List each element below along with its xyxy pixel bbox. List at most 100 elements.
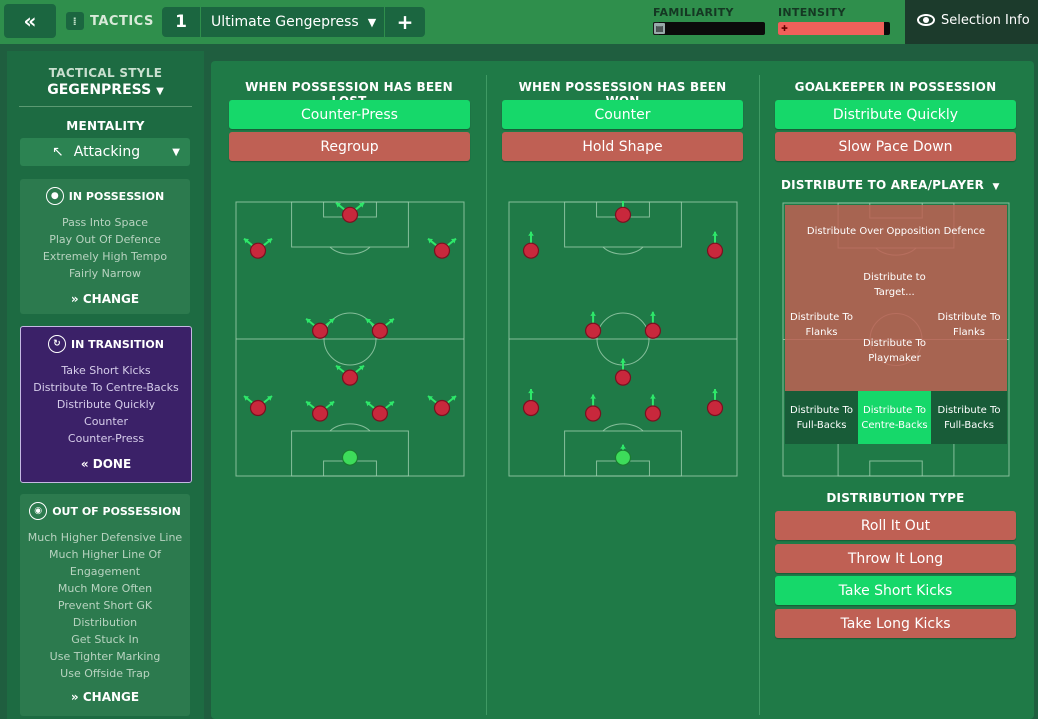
arc-top <box>329 246 371 255</box>
tactic-number[interactable]: 1 <box>162 7 201 37</box>
instruction-item: Get Stuck In <box>71 633 139 646</box>
instruction-item: Use Offside Trap <box>60 667 150 680</box>
possession-won-pitch <box>508 201 738 477</box>
zone-over-opposition-defence[interactable]: Distribute Over Opposition Defence <box>785 205 1007 258</box>
zone-full-backs-right[interactable]: Distribute To Full-Backs <box>931 391 1007 444</box>
centre-circle <box>323 312 377 366</box>
player-marker <box>341 369 359 386</box>
player-marker <box>522 242 540 259</box>
distribute-title: DISTRIBUTE TO AREA/PLAYER <box>781 178 985 192</box>
tactical-style-label: TACTICAL STYLE <box>48 66 163 80</box>
slow-pace-down-option[interactable]: Slow Pace Down <box>775 132 1016 161</box>
instruction-item: Counter-Press <box>67 432 145 445</box>
intensity-label: INTENSITY <box>778 6 846 19</box>
arrow-head <box>451 238 456 244</box>
possession-lost-pitch <box>235 201 465 477</box>
tactics-board-icon: ⁞ <box>66 12 84 30</box>
tactical-style-dropdown[interactable]: GEGENPRESS ▼ <box>19 82 192 98</box>
tactic-name-dropdown[interactable]: Ultimate Gengepress <box>211 14 359 30</box>
instruction-item: Much Higher Defensive Line <box>27 531 183 544</box>
zone-playmaker[interactable]: Distribute To Playmaker <box>858 311 931 391</box>
in-possession-list: Pass Into Space Play Out Of Defence Extrem… <box>20 214 190 282</box>
player-marker <box>614 206 632 223</box>
arrow-head <box>428 396 433 401</box>
distribute-to-area-dropdown[interactable]: DISTRIBUTE TO AREA/PLAYER ▼ <box>781 178 1000 192</box>
back-button[interactable]: « <box>4 4 56 38</box>
mentality-arrow-icon: ↖ <box>52 144 64 160</box>
player-marker <box>522 399 540 417</box>
column-divider <box>486 75 487 715</box>
add-tactic-button[interactable]: + <box>384 7 425 37</box>
eye-icon <box>917 14 935 26</box>
arrow-head <box>329 318 335 324</box>
arrow-head <box>306 318 312 324</box>
arrow-head <box>359 365 364 371</box>
familiarity-icon: ▤ <box>654 23 665 34</box>
arrow-head <box>388 318 394 324</box>
instruction-item: Use Tighter Marking <box>49 650 161 663</box>
instruction-item: Distribute To Centre-Backs <box>33 381 179 394</box>
divider <box>19 106 192 107</box>
goalkeeper-title: GOALKEEPER IN POSSESSION <box>794 80 997 94</box>
arrow-head <box>267 238 272 244</box>
counter-press-option[interactable]: Counter-Press <box>229 100 470 129</box>
instruction-item: Much More Often <box>57 582 153 595</box>
chevron-down-icon[interactable]: ▼ <box>367 15 377 29</box>
distribute-quickly-option[interactable]: Distribute Quickly <box>775 100 1016 129</box>
regroup-option[interactable]: Regroup <box>229 132 470 161</box>
in-transition-done-button[interactable]: « DONE <box>80 457 132 471</box>
counter-option[interactable]: Counter <box>502 100 743 129</box>
arrow-head <box>388 401 394 407</box>
player-marker <box>371 322 388 339</box>
out-of-possession-panel: ◉ OUT OF POSSESSION Much Higher Defensive… <box>20 494 190 716</box>
tactic-selector: 1 Ultimate Gengepress ▼ + <box>162 7 425 37</box>
instruction-item: Distribute Quickly <box>56 398 156 411</box>
goalkeeper-marker <box>341 449 359 466</box>
zone-flanks-right[interactable]: Distribute To Flanks <box>931 258 1007 391</box>
intensity-meter[interactable]: ✚ <box>778 22 890 35</box>
throw-it-long-option[interactable]: Throw It Long <box>775 544 1016 573</box>
zone-target[interactable]: Distribute to Target... <box>858 258 931 311</box>
out-of-possession-change-button[interactable]: » CHANGE <box>70 690 140 704</box>
arrow-head <box>244 238 249 244</box>
player-marker <box>644 322 661 339</box>
roll-it-out-option[interactable]: Roll It Out <box>775 511 1016 540</box>
arrow-head <box>590 311 596 316</box>
hold-shape-option[interactable]: Hold Shape <box>502 132 743 161</box>
arrow-head <box>336 365 341 371</box>
instruction-item: Take Short Kicks <box>61 364 151 377</box>
arrow-head <box>712 231 718 236</box>
transition-main-panel: WHEN POSSESSION HAS BEEN LOST Counter-Pr… <box>211 61 1034 719</box>
player-marker <box>706 242 724 259</box>
instruction-item: Much Higher Line Of <box>49 548 161 561</box>
column-divider <box>759 75 760 715</box>
take-short-kicks-option[interactable]: Take Short Kicks <box>775 576 1016 605</box>
arrow-head <box>365 318 371 324</box>
arc-bottom <box>329 423 371 432</box>
arrow-head <box>306 401 312 407</box>
familiarity-meter[interactable]: ▤ <box>653 22 765 35</box>
selection-info-button[interactable]: Selection Info <box>917 8 1038 32</box>
tactics-header: ⁞ TACTICS <box>66 12 154 30</box>
in-transition-title: IN TRANSITION <box>71 337 164 351</box>
player-marker <box>371 405 388 422</box>
change-label: CHANGE <box>82 292 140 306</box>
zone-full-backs-left[interactable]: Distribute To Full-Backs <box>785 391 858 444</box>
take-long-kicks-option[interactable]: Take Long Kicks <box>775 609 1016 638</box>
player-marker <box>249 399 267 417</box>
distribution-type-title: DISTRIBUTION TYPE <box>826 491 965 505</box>
mentality-value: Attacking <box>73 144 141 160</box>
mentality-dropdown[interactable]: ↖ Attacking ▼ <box>20 138 190 166</box>
instruction-item: Fairly Narrow <box>68 267 141 280</box>
zone-centre-backs[interactable]: Distribute To Centre-Backs <box>858 391 931 444</box>
in-possession-change-button[interactable]: » CHANGE <box>70 292 140 306</box>
arrow-head <box>365 401 371 407</box>
arc-bottom <box>602 423 644 432</box>
instruction-item: Prevent Short GK <box>57 599 153 612</box>
arrow-head <box>712 389 718 394</box>
arrow-head <box>329 401 335 407</box>
in-possession-title: IN POSSESSION <box>68 189 165 203</box>
instruction-item: Pass Into Space <box>61 216 149 229</box>
instruction-item: Play Out Of Defence <box>49 233 161 246</box>
zone-flanks-left[interactable]: Distribute To Flanks <box>785 258 858 391</box>
